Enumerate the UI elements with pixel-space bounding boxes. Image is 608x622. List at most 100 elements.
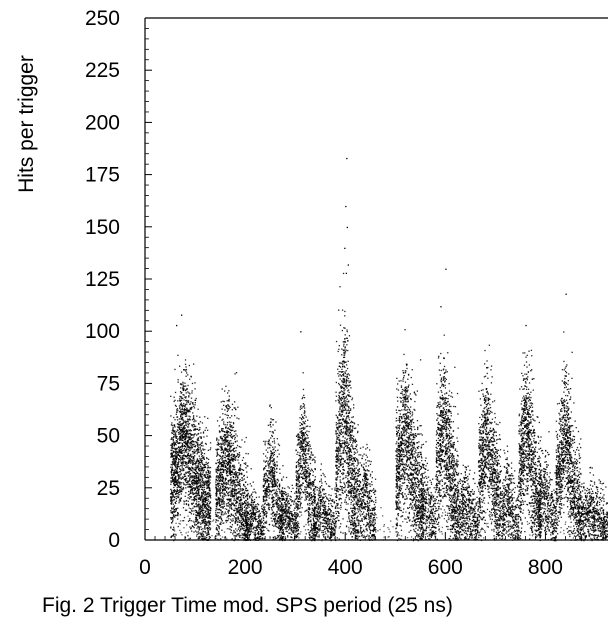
- scatter-point: [308, 515, 310, 517]
- scatter-point: [170, 424, 173, 426]
- scatter-point: [233, 489, 236, 492]
- scatter-point: [281, 489, 283, 492]
- scatter-point: [288, 506, 290, 508]
- scatter-point: [300, 502, 302, 504]
- scatter-point: [277, 488, 279, 490]
- scatter-point: [201, 466, 203, 469]
- scatter-point: [210, 497, 212, 499]
- scatter-point: [199, 510, 201, 512]
- scatter-point: [189, 446, 191, 449]
- scatter-point: [282, 531, 284, 534]
- scatter-point: [171, 491, 174, 494]
- scatter-point: [247, 525, 249, 527]
- scatter-point: [276, 486, 278, 488]
- scatter-point: [193, 476, 195, 479]
- scatter-point: [312, 537, 314, 539]
- scatter-point: [208, 504, 210, 506]
- scatter-point: [273, 505, 275, 507]
- scatter-point: [266, 494, 268, 496]
- scatter-point: [206, 527, 208, 529]
- scatter-point: [194, 521, 197, 523]
- scatter-point: [281, 510, 283, 512]
- scatter-point: [282, 521, 285, 524]
- scatter-point: [308, 486, 310, 489]
- scatter-point: [268, 491, 270, 493]
- scatter-point: [242, 496, 244, 499]
- scatter-point: [242, 511, 244, 513]
- scatter-point: [215, 486, 217, 488]
- scatter-point: [248, 527, 251, 529]
- scatter-point: [174, 481, 177, 483]
- scatter-point: [270, 473, 272, 475]
- scatter-point: [262, 519, 265, 521]
- scatter-point: [303, 394, 305, 396]
- scatter-point: [258, 537, 261, 540]
- scatter-point: [240, 498, 242, 500]
- scatter-point: [194, 425, 196, 428]
- scatter-point: [170, 488, 172, 491]
- scatter-point: [177, 479, 180, 481]
- scatter-point: [177, 490, 179, 493]
- scatter-point: [205, 512, 207, 515]
- scatter-point: [188, 364, 190, 367]
- scatter-point: [222, 461, 224, 463]
- scatter-point: [225, 494, 227, 497]
- scatter-point: [228, 405, 230, 407]
- scatter-point: [177, 482, 179, 484]
- scatter-point: [216, 488, 218, 490]
- scatter-point: [179, 411, 182, 413]
- scatter-point: [295, 475, 297, 477]
- scatter-point: [194, 388, 196, 390]
- scatter-point: [187, 446, 190, 449]
- scatter-point: [298, 439, 300, 441]
- scatter-point: [176, 455, 178, 457]
- scatter-point: [264, 493, 266, 495]
- scatter-point: [206, 463, 209, 465]
- scatter-point: [181, 428, 183, 431]
- scatter-point: [239, 454, 241, 456]
- scatter-point: [233, 480, 235, 482]
- scatter-point: [203, 515, 206, 517]
- scatter-point: [203, 498, 205, 500]
- scatter-point: [218, 484, 220, 486]
- scatter-point: [191, 525, 194, 527]
- scatter-point: [245, 507, 248, 509]
- scatter-point: [216, 528, 218, 530]
- scatter-point: [270, 421, 272, 423]
- scatter-point: [234, 436, 236, 439]
- scatter-point: [265, 455, 267, 457]
- scatter-point: [302, 469, 304, 471]
- scatter-point: [182, 450, 184, 452]
- scatter-point: [187, 426, 190, 428]
- scatter-point: [172, 469, 174, 472]
- scatter-point: [278, 517, 280, 520]
- scatter-point: [179, 468, 181, 470]
- scatter-point: [203, 464, 205, 466]
- scatter-point: [303, 461, 305, 464]
- scatter-point: [172, 534, 174, 536]
- scatter-point: [183, 458, 186, 460]
- scatter-point: [223, 404, 225, 406]
- scatter-point: [314, 502, 316, 504]
- scatter-point: [275, 494, 277, 496]
- scatter-point: [305, 491, 307, 493]
- scatter-point: [204, 505, 207, 508]
- scatter-point: [179, 469, 181, 471]
- scatter-point: [253, 516, 255, 519]
- scatter-point: [252, 520, 254, 522]
- scatter-point: [185, 366, 187, 368]
- scatter-point: [252, 510, 255, 512]
- scatter-point: [187, 424, 190, 426]
- scatter-point: [259, 522, 261, 524]
- scatter-point: [302, 421, 304, 423]
- scatter-point: [176, 467, 178, 469]
- scatter-point: [268, 463, 270, 465]
- scatter-point: [226, 450, 228, 452]
- scatter-point: [303, 405, 305, 407]
- scatter-point: [230, 481, 232, 483]
- scatter-point: [308, 482, 310, 484]
- scatter-point: [282, 508, 284, 510]
- scatter-point: [228, 465, 231, 468]
- scatter-point: [173, 416, 175, 419]
- scatter-point: [266, 488, 268, 490]
